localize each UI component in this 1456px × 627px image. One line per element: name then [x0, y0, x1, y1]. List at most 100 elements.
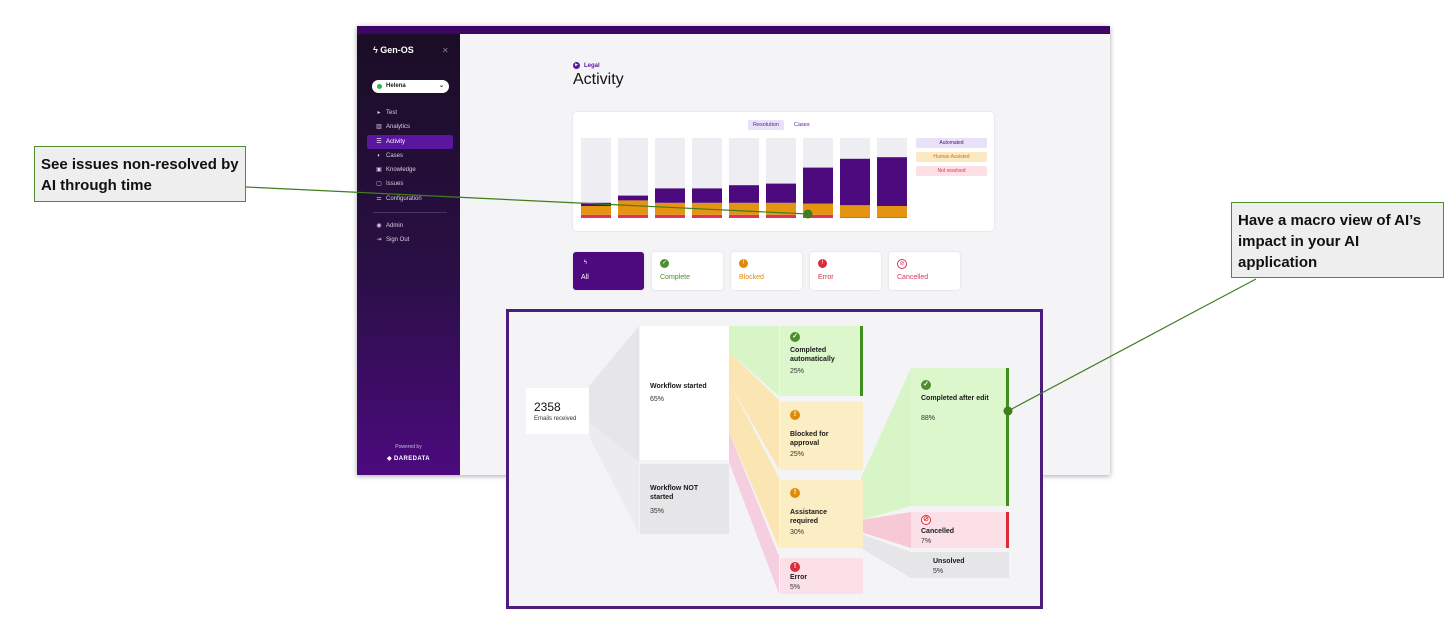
bar-segment-automated[interactable]: [877, 157, 907, 206]
bar-segment-not-resolved[interactable]: [581, 214, 611, 218]
unsolved-node[interactable]: Unsolved 5%: [911, 552, 1009, 578]
left-leader-dot: [803, 209, 813, 219]
node-percent: 35%: [650, 508, 665, 515]
node-percent: 7%: [921, 538, 932, 545]
node-percent: 30%: [790, 529, 805, 536]
bar-segment-human-assisted[interactable]: [581, 206, 611, 215]
node-title: Workflow started: [650, 383, 707, 390]
node-title: Completed after edit: [921, 395, 989, 402]
sidebar-item-label: Configuration: [386, 195, 422, 202]
bar-segment-not-resolved[interactable]: [840, 217, 870, 218]
node-percent: 25%: [790, 368, 805, 375]
error-node[interactable]: ! Error 5%: [780, 558, 863, 594]
bar-segment-not-resolved[interactable]: [877, 217, 907, 218]
brand-name: Gen-OS: [380, 45, 414, 55]
sidebar-item-sign-out[interactable]: ⇥ Sign Out: [367, 233, 453, 247]
sidebar-item-label: Activity: [386, 138, 406, 145]
check-circle-icon: ✓: [921, 380, 931, 390]
sidebar-item-cases[interactable]: ◐ Cases: [367, 149, 453, 163]
sidebar-item-issues[interactable]: ▢ Issues: [367, 177, 453, 191]
bar-segment-automated[interactable]: [803, 167, 833, 204]
node-percent: 88%: [921, 415, 936, 422]
close-sidebar-icon[interactable]: ✕: [442, 46, 449, 55]
completed-automatically-node[interactable]: ✓ Completed automatically 25%: [780, 326, 863, 396]
app-brand[interactable]: ϟ Gen-OS: [373, 45, 414, 55]
cancelled-node[interactable]: ⊘ Cancelled 7%: [911, 512, 1009, 548]
assistance-required-node[interactable]: ! Assistance required 30%: [780, 480, 863, 548]
bar-segment-automated[interactable]: [766, 183, 796, 203]
blocked-icon: !: [739, 259, 748, 268]
sidebar-item-activity[interactable]: ☰ Activity: [367, 134, 453, 149]
sign-out-icon: ⇥: [376, 237, 382, 244]
bar-segment-automated[interactable]: [729, 185, 759, 203]
filter-label: Complete: [660, 274, 690, 281]
emails-received-node[interactable]: 2358 Emails received: [526, 388, 589, 434]
bar-segment-automated[interactable]: [618, 195, 648, 201]
bar-segment-automated[interactable]: [840, 158, 870, 206]
blocked-for-approval-node[interactable]: ! Blocked for approval 25%: [780, 402, 863, 470]
flow-assist-to-cancelled: [861, 512, 911, 548]
left-leader-line: [245, 186, 809, 215]
nav-divider: [373, 212, 447, 214]
resolution-chart-card: Resolution Cases Automated Human Assiste…: [573, 112, 994, 231]
right-leader-line: [1007, 278, 1257, 412]
filter-all[interactable]: ϟ All: [573, 252, 644, 290]
bar-segment-not-resolved[interactable]: [803, 214, 833, 218]
node-percent: 65%: [650, 396, 665, 403]
bar-segment-not-resolved[interactable]: [655, 214, 685, 218]
filter-cancelled[interactable]: ⊘ Cancelled: [889, 252, 960, 290]
node-title: Blocked for approval: [790, 431, 829, 447]
node-percent: 5%: [790, 584, 801, 591]
completed-after-edit-node[interactable]: ✓ Completed after edit 88%: [911, 368, 1009, 506]
sidebar-item-analytics[interactable]: ▥ Analytics: [367, 120, 453, 134]
top-accent-bar: [357, 26, 1110, 34]
tab-cases[interactable]: Cases: [794, 122, 810, 128]
sidebar-item-label: Admin: [386, 223, 404, 230]
workflow-started-node[interactable]: Workflow started 65%: [640, 326, 729, 460]
sidebar: ϟ Gen-OS ✕ Helena ⌄ ▸ Test ▥ Analytics ☰ Ac…: [357, 26, 460, 475]
bar-segment-human-assisted[interactable]: [618, 200, 648, 215]
sidebar-item-admin[interactable]: ◉ Admin: [367, 219, 453, 233]
bolt-icon: ϟ: [583, 260, 588, 266]
user-selector[interactable]: Helena ⌄: [372, 80, 449, 93]
filter-blocked[interactable]: ! Blocked: [731, 252, 802, 290]
bar-segment-human-assisted[interactable]: [803, 203, 833, 215]
powered-by-label: Powered by: [395, 444, 422, 450]
legend-human-assisted: Human Assisted: [916, 152, 987, 162]
node-title: Unsolved: [933, 558, 965, 565]
bar-segment-human-assisted[interactable]: [840, 205, 870, 218]
node-title: Cancelled: [921, 528, 955, 535]
bar-segment-not-resolved[interactable]: [618, 214, 648, 218]
sidebar-item-configuration[interactable]: ⚌ Configuration: [367, 192, 453, 206]
bar-segment-not-resolved[interactable]: [729, 214, 759, 218]
bar-segment-automated[interactable]: [692, 188, 722, 203]
cancel-icon: ⊘: [897, 259, 907, 269]
flow-connectors: [589, 326, 911, 594]
filter-complete[interactable]: ✓ Complete: [652, 252, 723, 290]
breadcrumb[interactable]: ▸ Legal: [573, 62, 600, 69]
bar-segment-human-assisted[interactable]: [877, 206, 907, 218]
node-title: Completed automatically: [790, 347, 835, 363]
flow-emails-to-not-started: [589, 422, 639, 534]
filter-error[interactable]: ! Error: [810, 252, 881, 290]
filter-label: Blocked: [739, 274, 764, 281]
sidebar-item-knowledge[interactable]: ▣ Knowledge: [367, 163, 453, 177]
workflow-not-started-node[interactable]: Workflow NOT started 35%: [640, 464, 729, 534]
filter-label: Error: [818, 274, 834, 281]
bar-segment-human-assisted[interactable]: [655, 202, 685, 215]
tab-resolution[interactable]: Resolution: [748, 120, 784, 130]
cases-icon: ◐: [377, 152, 381, 159]
check-circle-icon: ✓: [790, 332, 800, 342]
node-percent: 5%: [933, 568, 944, 575]
check-circle-icon: ✓: [660, 259, 669, 268]
sidebar-item-test[interactable]: ▸ Test: [367, 106, 453, 120]
filter-label: All: [581, 274, 589, 281]
play-icon: ▸: [377, 110, 381, 116]
bar-segment-automated[interactable]: [655, 188, 685, 203]
legend-not-resolved: Not resolved: [916, 166, 987, 176]
bar-segment-not-resolved[interactable]: [692, 214, 722, 218]
daredata-logo: ◆ DAREDATA: [386, 456, 431, 462]
user-name: Helena: [386, 83, 406, 89]
admin-icon: ◉: [376, 223, 382, 230]
bar-segment-not-resolved[interactable]: [766, 214, 796, 218]
